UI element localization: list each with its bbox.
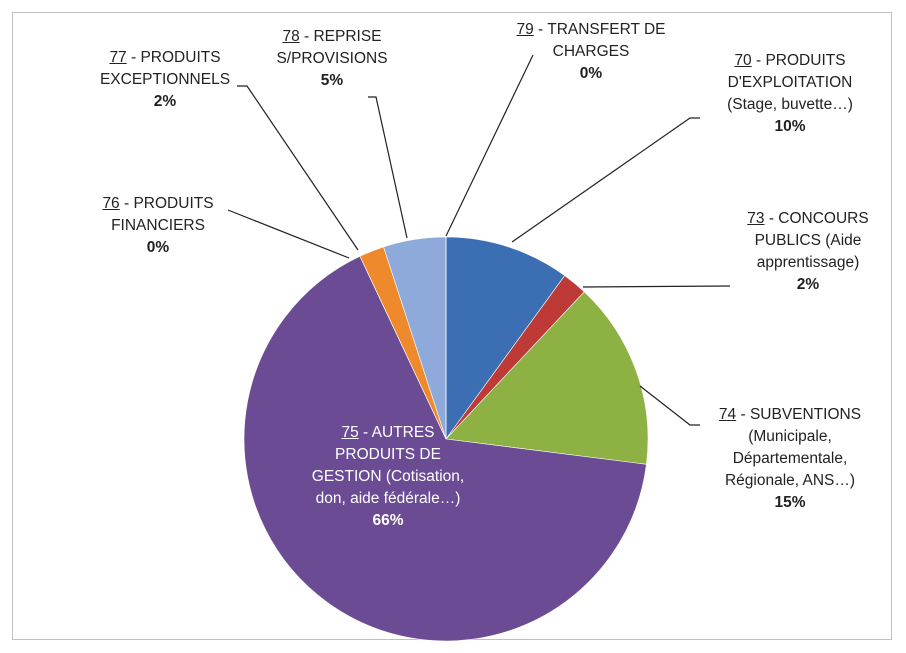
slice-value-label: 15%: [774, 494, 806, 511]
slice-label: 75 - AUTRES PRODUITS DE GESTION (Cotisat…: [311, 424, 465, 507]
leader-line: [639, 385, 700, 426]
slice-label: 76 - PRODUITS FINANCIERS: [102, 195, 214, 234]
slice-label: 74 - SUBVENTIONS (Municipale, Départemen…: [718, 406, 862, 489]
leader-line: [511, 117, 700, 243]
slice-label: 73 - CONCOURS PUBLICS (Aide apprentissag…: [747, 210, 869, 271]
pie-slice: [243, 255, 647, 642]
slice-value-label: 10%: [774, 118, 806, 135]
slice-value-label: 66%: [372, 512, 404, 529]
slice-label: 79 - TRANSFERT DE CHARGES: [516, 21, 666, 60]
slice-value-label: 2%: [796, 276, 820, 293]
slice-value-label: 0%: [146, 239, 170, 256]
leader-line: [368, 96, 408, 239]
slice-value-label: 5%: [320, 72, 344, 89]
pie-slice: [445, 236, 566, 440]
leader-line: [445, 54, 534, 237]
slice-value-label: 2%: [153, 93, 177, 110]
leader-line: [582, 285, 731, 288]
pie-slice: [445, 291, 649, 465]
slice-value-label: 0%: [579, 65, 603, 82]
slice-label: 77 - PRODUITS EXCEPTIONNELS: [99, 49, 231, 88]
leader-line: [237, 85, 359, 251]
leader-line: [227, 209, 350, 259]
slice-label: 70 - PRODUITS D'EXPLOITATION (Stage, buv…: [727, 52, 853, 113]
slice-label: 78 - REPRISE S/PROVISIONS: [276, 28, 388, 67]
